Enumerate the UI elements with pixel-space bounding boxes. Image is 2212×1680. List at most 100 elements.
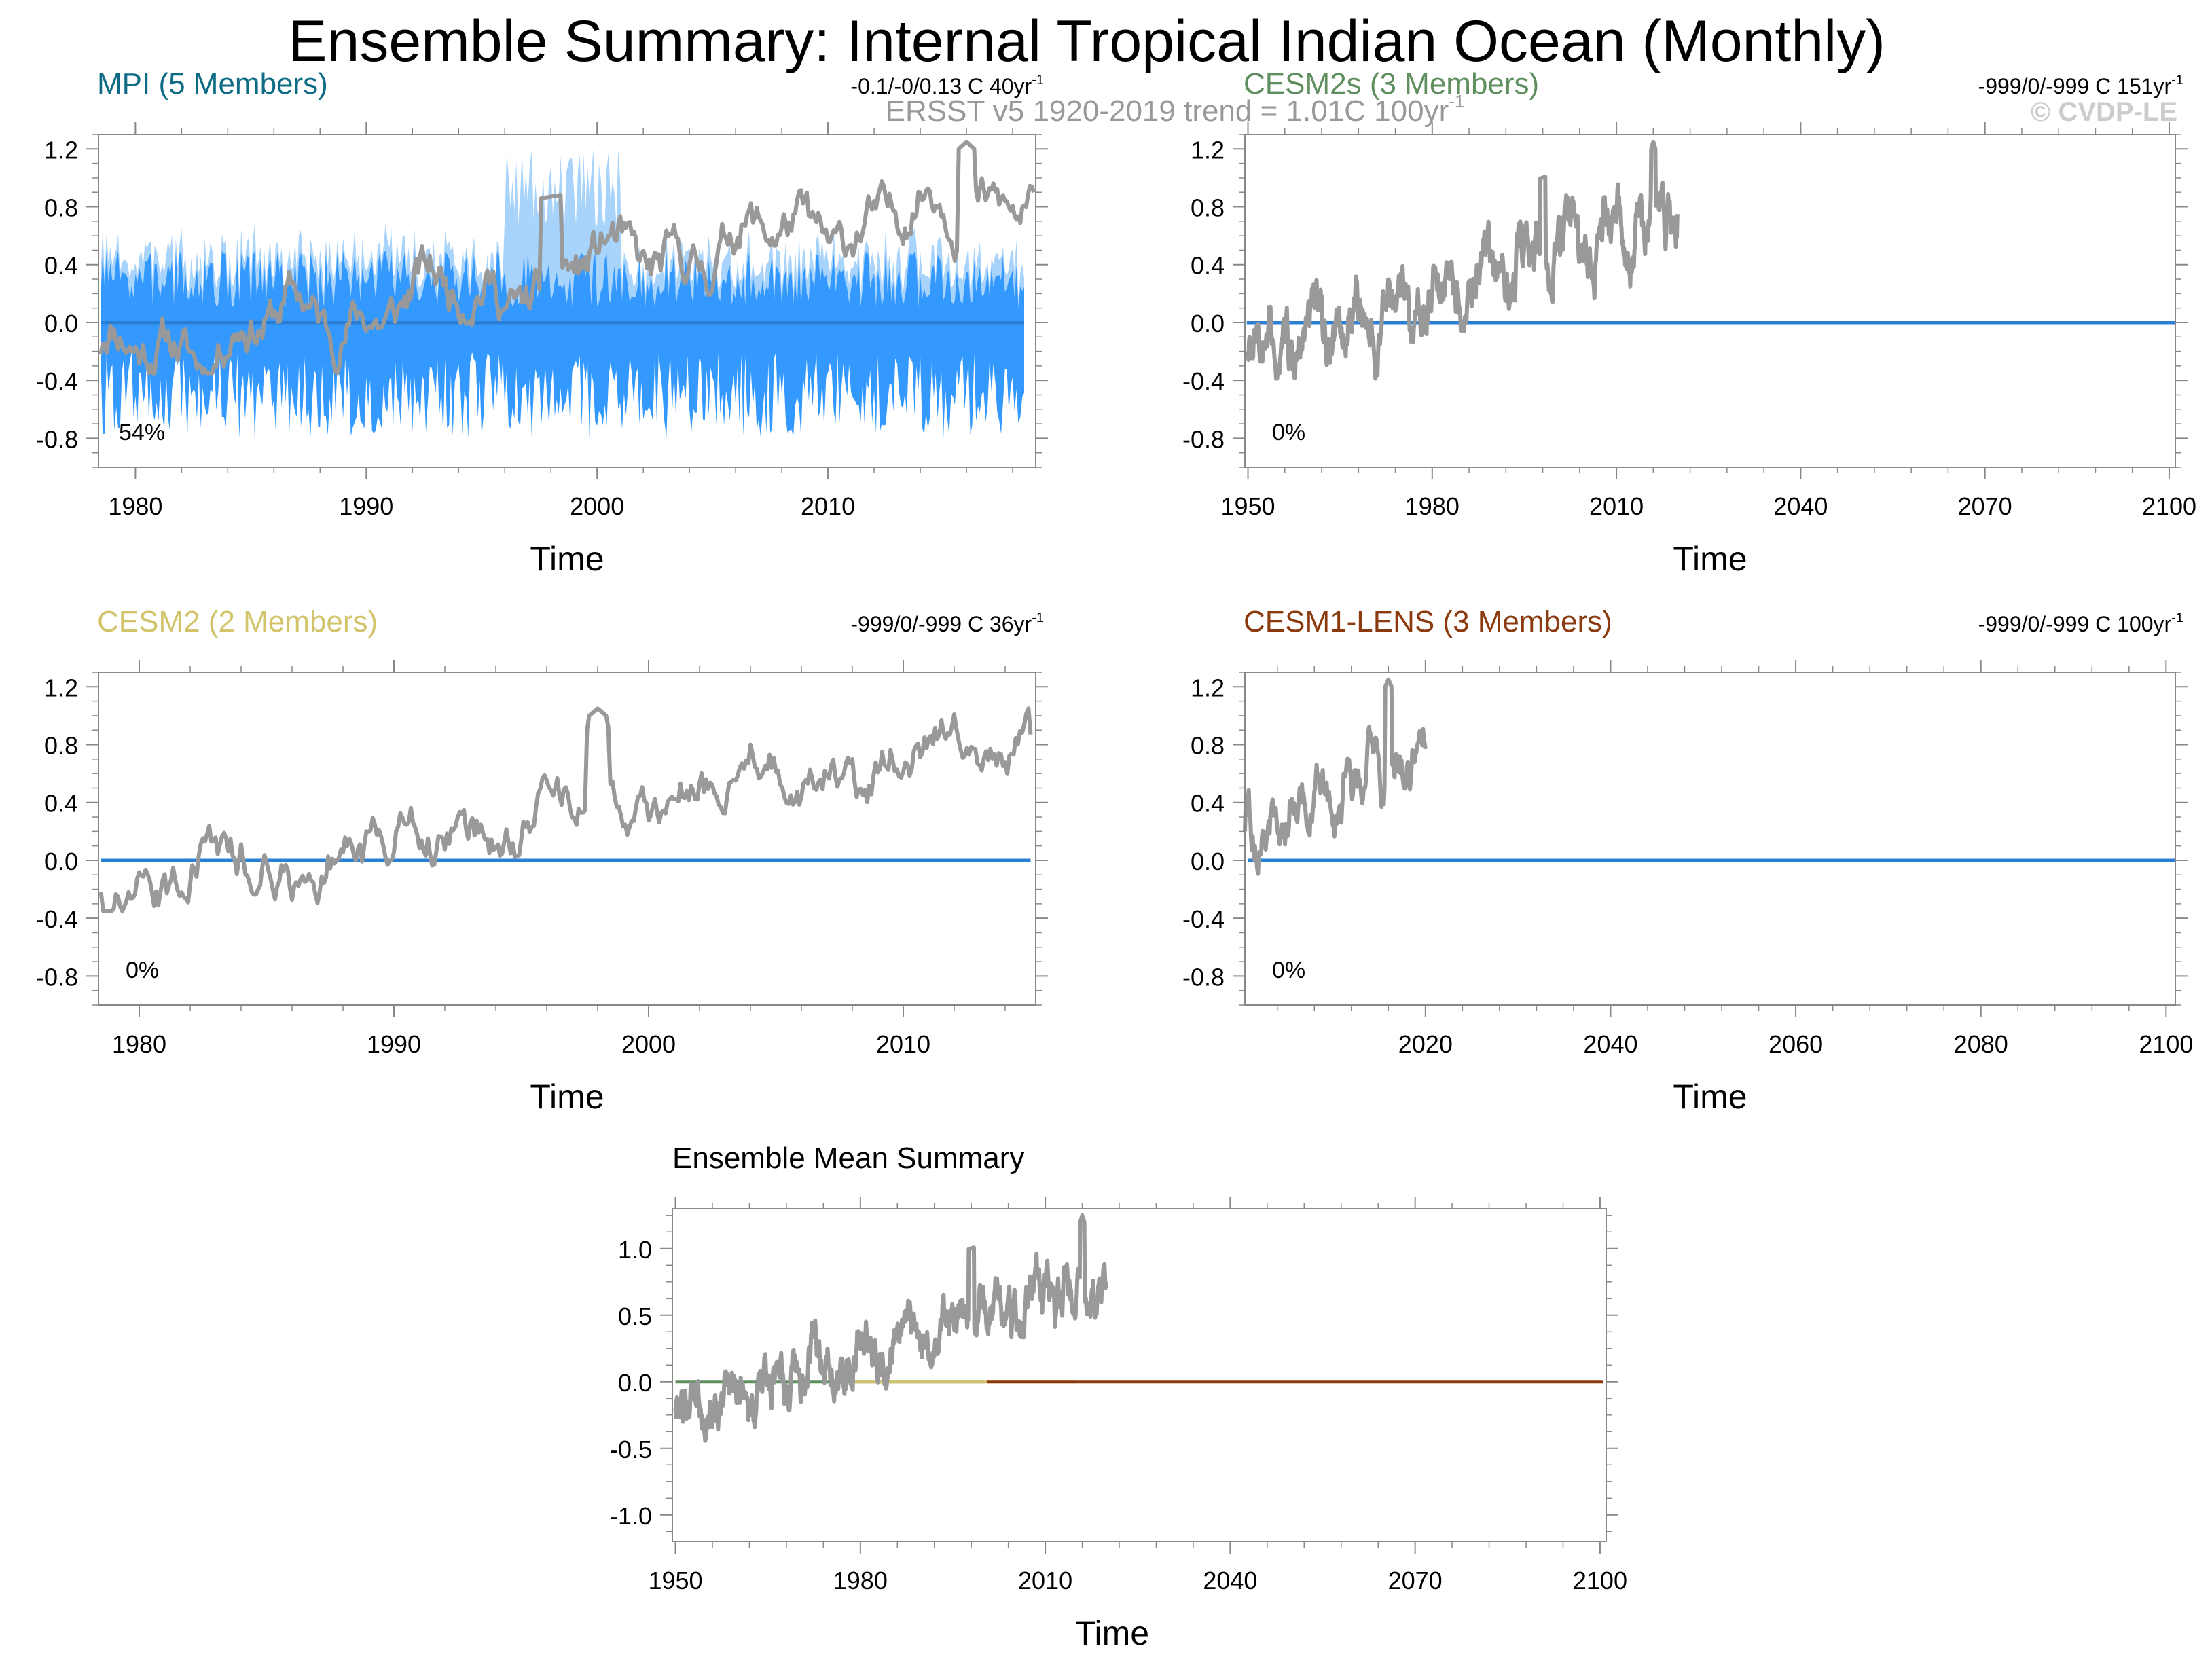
obs-trend-text: ERSST v5 1920-2019 trend = 1.01C 100yr <box>886 94 1449 128</box>
y-tick-label: -0.8 <box>36 425 78 453</box>
y-tick-label: -0.8 <box>1182 425 1225 453</box>
x-tick-label: 1950 <box>1220 492 1275 520</box>
y-tick-label: 1.2 <box>1191 674 1225 701</box>
panel-trend-sup: -1 <box>1032 73 1044 88</box>
y-tick-label: 0.0 <box>1191 310 1225 337</box>
panel-trend-text: -0.1/-0/0.13 C 40yr <box>850 74 1032 98</box>
x-axis-label: Time <box>530 540 604 578</box>
observed-series-line <box>1243 677 1428 876</box>
observed-series-line <box>1246 139 1680 381</box>
x-tick-label: 2100 <box>1573 1567 1627 1594</box>
panel-title: CESM2 (2 Members) <box>97 605 378 638</box>
x-tick-label: 1980 <box>833 1567 888 1594</box>
y-tick-label: 0.8 <box>44 194 78 222</box>
x-tick-label: 2040 <box>1203 1567 1257 1594</box>
x-axis-label: Time <box>1673 540 1747 578</box>
panel-ensmean: -1.0 -0.5 0.0 0.5 1.0 1950 1980 2010 2040 2070 210… <box>610 1142 1627 1652</box>
x-tick-label: 2070 <box>1388 1567 1443 1594</box>
panel-trend-label: -999/0/-999 C 100yr-1 <box>1978 610 2183 636</box>
y-tick-label: -1.0 <box>610 1502 652 1530</box>
y-tick-label: 1.2 <box>44 674 78 701</box>
x-tick-label: 1980 <box>112 1030 166 1058</box>
panel-cesm2: -0.8 -0.4 0.0 0.4 0.8 1.2 1980 1990 2000 2010 Time… <box>36 605 1048 1116</box>
y-tick-label: 0.0 <box>1191 847 1225 875</box>
y-tick-label: -0.4 <box>1182 905 1225 933</box>
panel-trend-label: -999/0/-999 C 36yr-1 <box>850 610 1044 636</box>
panel-trend-text: -999/0/-999 C 36yr <box>850 612 1032 636</box>
panel-title: CESM1-LENS (3 Members) <box>1244 605 1612 638</box>
percent-label: 0% <box>1272 420 1305 445</box>
panel-title: CESM2s (3 Members) <box>1244 67 1539 101</box>
y-tick-label: 1.2 <box>1191 136 1225 164</box>
plot-frame <box>672 1208 1607 1542</box>
x-tick-label: 2020 <box>1398 1030 1453 1058</box>
x-tick-label: 2010 <box>876 1030 930 1058</box>
y-tick-label: 1.2 <box>44 136 78 164</box>
figure-title: Ensemble Summary: Internal Tropical Indi… <box>288 9 1885 74</box>
y-tick-label: 0.4 <box>1191 252 1225 280</box>
panel-trend-text: -999/0/-999 C 151yr <box>1978 74 2172 98</box>
y-tick-label: -0.4 <box>1182 367 1225 395</box>
x-axis-label: Time <box>1673 1078 1747 1116</box>
y-tick-label: 0.4 <box>1191 790 1225 818</box>
panel-cesm1: -0.8 -0.4 0.0 0.4 0.8 1.2 2020 2040 2060 2080 2100… <box>1182 605 2193 1116</box>
x-tick-label: 2010 <box>801 492 855 520</box>
percent-label: 54% <box>119 420 165 445</box>
percent-label: 0% <box>1272 957 1305 983</box>
x-tick-label: 2060 <box>1769 1030 1823 1058</box>
y-tick-label: -0.8 <box>36 963 78 991</box>
obs-trend-label: ERSST v5 1920-2019 trend = 1.01C 100yr-1 <box>886 91 1465 128</box>
obs-trend-sup: -1 <box>1449 91 1464 111</box>
y-tick-label: 0.0 <box>618 1369 652 1397</box>
panel-mpi: -0.8 -0.4 0.0 0.4 0.8 1.2 1980 1990 2000 2010 Time… <box>36 67 1048 578</box>
x-tick-label: 1980 <box>108 492 162 520</box>
x-tick-label: 2010 <box>1589 492 1644 520</box>
spread-dark-band <box>101 250 1024 439</box>
plot-frame <box>1244 134 2176 468</box>
y-tick-label: 0.4 <box>44 790 78 818</box>
panel-trend-sup: -1 <box>1032 610 1044 625</box>
y-tick-label: 0.5 <box>618 1302 652 1330</box>
percent-label: 0% <box>126 957 159 983</box>
x-tick-label: 2000 <box>570 492 624 520</box>
x-tick-label: 2010 <box>1018 1567 1072 1594</box>
x-tick-label: 1990 <box>339 492 393 520</box>
y-tick-label: 0.4 <box>44 252 78 280</box>
x-tick-label: 1980 <box>1405 492 1459 520</box>
x-tick-label: 1950 <box>648 1567 702 1594</box>
x-axis-label: Time <box>1075 1614 1149 1652</box>
x-tick-label: 2040 <box>1773 492 1828 520</box>
y-tick-label: -0.5 <box>610 1436 652 1463</box>
y-tick-label: -0.4 <box>36 367 78 395</box>
plot-frame <box>98 134 1036 468</box>
panel-trend-sup: -1 <box>2171 610 2183 625</box>
y-tick-label: 1.0 <box>618 1236 652 1264</box>
panel-title: MPI (5 Members) <box>97 67 328 101</box>
x-axis-label: Time <box>530 1078 604 1116</box>
panel-trend-text: -999/0/-999 C 100yr <box>1978 612 2172 636</box>
y-tick-label: -0.4 <box>36 905 78 933</box>
x-tick-label: 2000 <box>621 1030 676 1058</box>
x-tick-label: 1990 <box>367 1030 421 1058</box>
x-tick-label: 2100 <box>2142 492 2196 520</box>
copyright-label: © CVDP-LE <box>2031 97 2177 127</box>
panel-title: Ensemble Mean Summary <box>672 1142 1024 1175</box>
y-tick-label: 0.8 <box>44 732 78 760</box>
panel-trend-sup: -1 <box>2171 73 2183 88</box>
observed-series-line <box>673 1213 1109 1443</box>
plot-frame <box>1244 672 2176 1006</box>
x-tick-label: 2080 <box>1954 1030 2008 1058</box>
x-tick-label: 2070 <box>1958 492 2012 520</box>
panel-trend-label: -0.1/-0/0.13 C 40yr-1 <box>850 73 1044 98</box>
observed-series-line <box>98 139 1036 376</box>
y-tick-label: 0.0 <box>44 847 78 875</box>
y-tick-label: 0.0 <box>44 310 78 337</box>
y-tick-label: 0.8 <box>1191 194 1225 222</box>
plot-frame <box>98 672 1036 1006</box>
x-tick-label: 2100 <box>2139 1030 2193 1058</box>
panel-cesm2s: -0.8 -0.4 0.0 0.4 0.8 1.2 1950 1980 2010 2040 2070… <box>1182 67 2196 578</box>
observed-series-line <box>98 706 1033 913</box>
y-tick-label: -0.8 <box>1182 963 1225 991</box>
panel-trend-label: -999/0/-999 C 151yr-1 <box>1978 73 2183 98</box>
